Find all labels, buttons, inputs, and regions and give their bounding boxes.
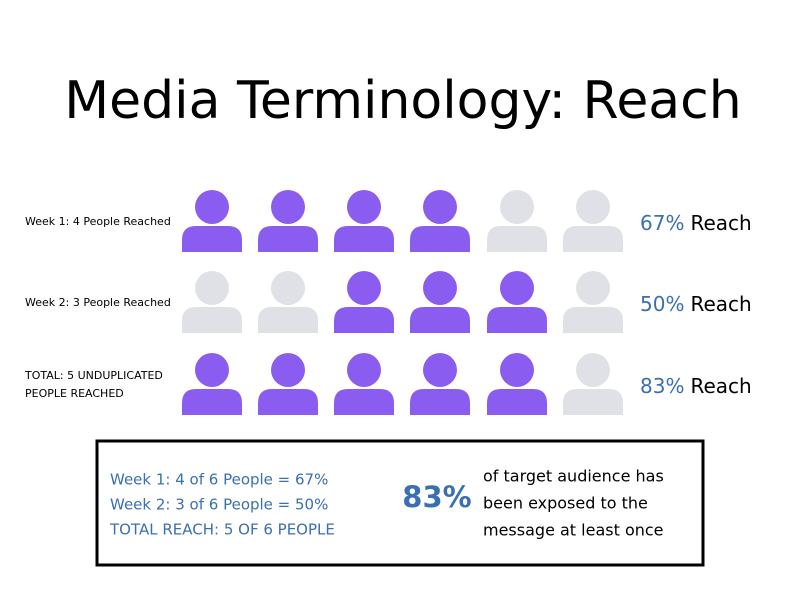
row-label: TOTAL: 5 UNDUPLICATED bbox=[24, 369, 163, 382]
person-icon bbox=[410, 190, 470, 252]
person-icon bbox=[334, 271, 394, 333]
person-body bbox=[258, 226, 318, 252]
person-head bbox=[347, 353, 381, 387]
person-head bbox=[576, 190, 610, 224]
person-icon bbox=[258, 271, 318, 333]
person-body bbox=[182, 389, 242, 415]
person-icon bbox=[258, 190, 318, 252]
reach-percent: 50% bbox=[640, 292, 684, 316]
reach-suffix: Reach bbox=[690, 211, 751, 235]
person-head bbox=[347, 190, 381, 224]
person-icon bbox=[182, 190, 242, 252]
person-head bbox=[576, 353, 610, 387]
row-label: PEOPLE REACHED bbox=[25, 387, 124, 400]
person-icon bbox=[334, 353, 394, 415]
reach-value: 67% Reach bbox=[640, 211, 752, 235]
title: Media Terminology: Reach bbox=[64, 71, 741, 131]
person-icon bbox=[487, 353, 547, 415]
person-body bbox=[410, 389, 470, 415]
person-head bbox=[195, 353, 229, 387]
person-head bbox=[271, 190, 305, 224]
reach-percent: 83% bbox=[640, 374, 684, 398]
person-body bbox=[258, 307, 318, 333]
person-head bbox=[423, 190, 457, 224]
reach-suffix: Reach bbox=[690, 374, 751, 398]
person-icon bbox=[563, 190, 623, 252]
person-icon bbox=[258, 353, 318, 415]
person-body bbox=[563, 226, 623, 252]
person-body bbox=[334, 226, 394, 252]
row-label: Week 2: 3 People Reached bbox=[25, 296, 171, 309]
person-icon bbox=[563, 271, 623, 333]
person-head bbox=[347, 271, 381, 305]
person-icon bbox=[410, 271, 470, 333]
person-icon bbox=[334, 190, 394, 252]
person-body bbox=[258, 389, 318, 415]
person-head bbox=[500, 190, 534, 224]
person-body bbox=[182, 226, 242, 252]
person-body bbox=[334, 307, 394, 333]
summary-description: of target audience has bbox=[483, 467, 664, 486]
person-icon bbox=[563, 353, 623, 415]
person-body bbox=[410, 307, 470, 333]
reach-suffix: Reach bbox=[690, 292, 751, 316]
person-head bbox=[271, 353, 305, 387]
summary-highlight: 83% bbox=[402, 480, 471, 514]
row-label: Week 1: 4 People Reached bbox=[25, 215, 171, 228]
summary-description: been exposed to the bbox=[483, 494, 648, 513]
summary-description: message at least once bbox=[483, 521, 664, 540]
reach-percent: 67% bbox=[640, 211, 684, 235]
person-body bbox=[563, 389, 623, 415]
summary-line: Week 1: 4 of 6 People = 67% bbox=[110, 471, 328, 489]
person-body bbox=[334, 389, 394, 415]
person-icon bbox=[182, 353, 242, 415]
person-body bbox=[563, 307, 623, 333]
person-head bbox=[500, 353, 534, 387]
reach-value: 83% Reach bbox=[640, 374, 752, 398]
person-head bbox=[423, 271, 457, 305]
person-icon bbox=[487, 190, 547, 252]
person-head bbox=[423, 353, 457, 387]
person-body bbox=[487, 226, 547, 252]
person-icon bbox=[410, 353, 470, 415]
person-body bbox=[487, 389, 547, 415]
summary-box bbox=[95, 439, 705, 567]
reach-value: 50% Reach bbox=[640, 292, 752, 316]
summary-line: Week 2: 3 of 6 People = 50% bbox=[110, 496, 328, 514]
person-head bbox=[195, 190, 229, 224]
person-icon bbox=[182, 271, 242, 333]
person-icon bbox=[487, 271, 547, 333]
person-body bbox=[410, 226, 470, 252]
person-head bbox=[195, 271, 229, 305]
person-head bbox=[500, 271, 534, 305]
person-head bbox=[271, 271, 305, 305]
person-body bbox=[487, 307, 547, 333]
person-body bbox=[182, 307, 242, 333]
summary-line: TOTAL REACH: 5 OF 6 PEOPLE bbox=[109, 521, 335, 539]
person-head bbox=[576, 271, 610, 305]
